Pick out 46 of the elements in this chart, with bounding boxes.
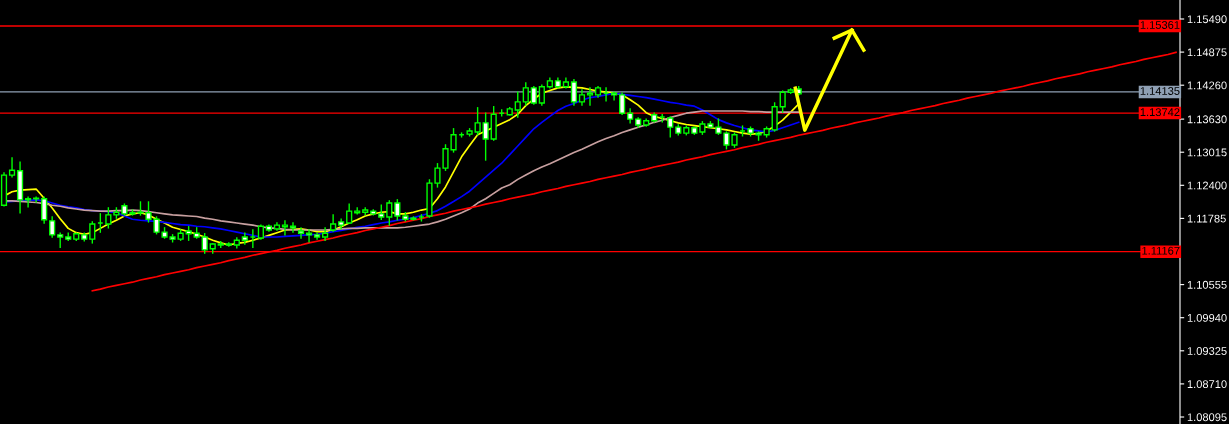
y-tick-label: 1.08095 [1187,413,1227,422]
candlestick [321,227,329,241]
candlestick [522,82,529,106]
candlestick [89,221,96,244]
candlestick [771,102,778,132]
candlestick [474,107,481,136]
candlestick [289,222,297,233]
candlestick [610,91,618,101]
candlestick [619,92,626,115]
candlestick [538,84,545,106]
y-tick-label: 1.11785 [1187,214,1226,223]
candlestick [667,116,674,138]
y-tick-label: 1.12400 [1187,181,1227,190]
ref-line-label: 1.15361 [1140,21,1180,29]
y-tick-label: 1.10555 [1187,280,1227,289]
candlestick [41,196,48,224]
y-tick-label: 1.15490 [1187,15,1227,24]
candlestick [482,112,489,161]
candlestick [779,90,786,113]
y-tick-label: 1.13630 [1187,115,1227,124]
candlestick [386,200,393,226]
candlestick [514,91,521,118]
candlestick [305,229,313,243]
candlestick [201,233,208,254]
y-tick-label: 1.14260 [1187,81,1227,90]
y-tick-label: 1.08710 [1187,380,1227,389]
y-tick-label: 1.09940 [1187,313,1227,322]
candlestick [241,232,248,245]
candlestick [49,216,56,238]
candlestick [105,207,112,229]
candlestick [570,79,578,106]
candlestick [338,218,345,230]
y-tick-label: 1.13015 [1187,148,1227,157]
ref-line-label: 1.14135 [1140,87,1180,95]
y-tick-label: 1.14875 [1187,48,1227,57]
ref-line-label: 1.11167 [1142,246,1180,255]
candlestick [330,214,337,232]
ref-line-label: 1.13742 [1140,108,1180,117]
candlestick [24,196,32,208]
candlestick [8,157,16,178]
candlestick [297,227,305,239]
candlestick [586,87,594,106]
y-tick-label: 1.09325 [1187,347,1227,355]
candlestick [346,203,353,224]
candlestick [394,199,401,221]
candlestick [281,220,289,236]
